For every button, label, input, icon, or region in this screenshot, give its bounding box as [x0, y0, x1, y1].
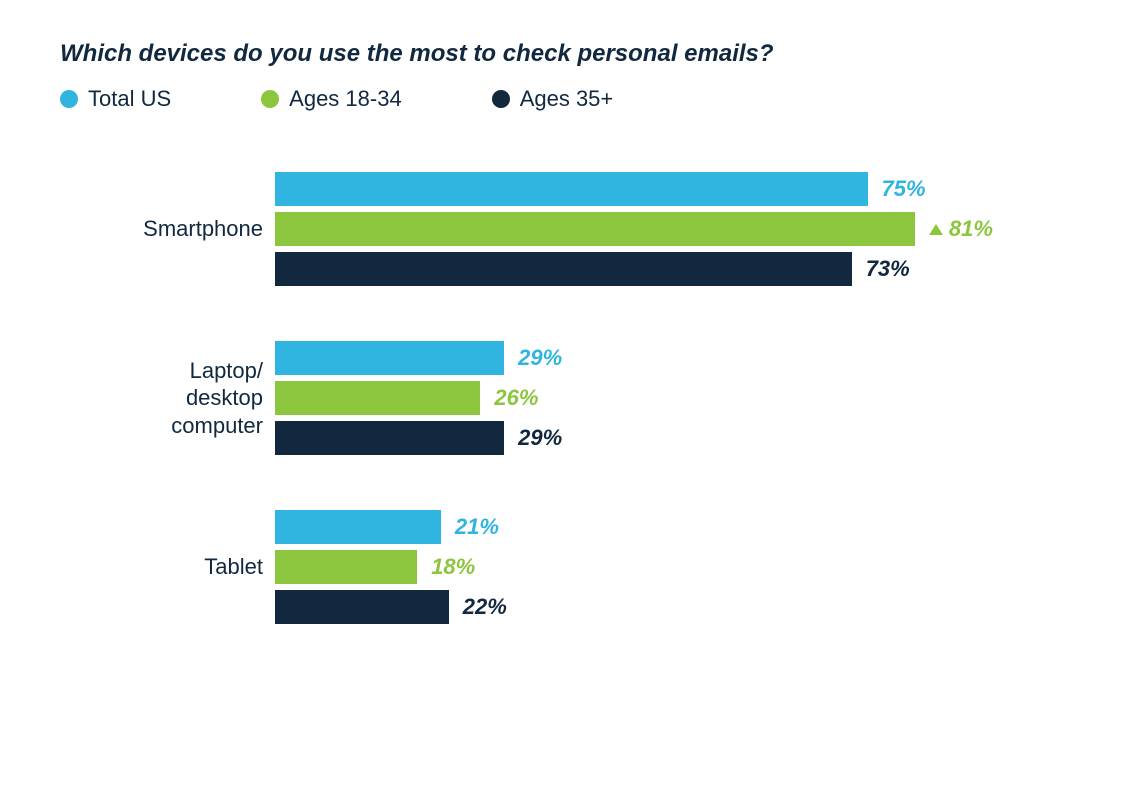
bar-value-text: 75% — [882, 176, 926, 202]
bar-value-text: 22% — [463, 594, 507, 620]
bar-value-label: 29% — [518, 425, 562, 451]
bar-ages-18-34 — [275, 381, 480, 415]
bar-group: Tablet 21% 18% 22% — [60, 510, 1067, 624]
bar-value-text: 26% — [494, 385, 538, 411]
bar-ages-35-plus — [275, 590, 449, 624]
legend-label: Total US — [88, 86, 171, 112]
chart-title: Which devices do you use the most to che… — [60, 40, 1067, 68]
bar-value-text: 81% — [949, 216, 993, 242]
bar-value-label: 81% — [929, 216, 993, 242]
bar-row: 73% — [275, 252, 1067, 286]
category-label: Smartphone — [60, 215, 275, 243]
bar-value-text: 29% — [518, 345, 562, 371]
bar-value-text: 21% — [455, 514, 499, 540]
bar-value-label: 22% — [463, 594, 507, 620]
bar-row: 75% — [275, 172, 1067, 206]
bar-value-label: 18% — [431, 554, 475, 580]
bar-row: 21% — [275, 510, 1067, 544]
bar-row: 26% — [275, 381, 1067, 415]
legend-item-ages-18-34: Ages 18-34 — [261, 86, 402, 112]
bars-column: 75% 81% 73% — [275, 172, 1067, 286]
bar-group: Smartphone 75% 81% 73% — [60, 172, 1067, 286]
chart-container: Which devices do you use the most to che… — [0, 0, 1127, 809]
bar-value-label: 21% — [455, 514, 499, 540]
bar-value-label: 26% — [494, 385, 538, 411]
bar-value-text: 73% — [866, 256, 910, 282]
bar-ages-18-34 — [275, 550, 417, 584]
category-label: Laptop/desktopcomputer — [60, 357, 275, 440]
bar-total-us — [275, 172, 868, 206]
legend-dot-icon — [60, 90, 78, 108]
bar-value-label: 29% — [518, 345, 562, 371]
legend-item-ages-35-plus: Ages 35+ — [492, 86, 614, 112]
bar-value-text: 18% — [431, 554, 475, 580]
triangle-up-icon — [929, 224, 943, 235]
legend-item-total-us: Total US — [60, 86, 171, 112]
bar-total-us — [275, 510, 441, 544]
legend-dot-icon — [261, 90, 279, 108]
chart-groups: Smartphone 75% 81% 73% Laptop/desktopcompute… — [60, 172, 1067, 624]
bars-column: 29% 26% 29% — [275, 341, 1067, 455]
legend-label: Ages 18-34 — [289, 86, 402, 112]
bar-group: Laptop/desktopcomputer 29% 26% 29% — [60, 341, 1067, 455]
bar-total-us — [275, 341, 504, 375]
bar-row: 29% — [275, 421, 1067, 455]
bar-row: 81% — [275, 212, 1067, 246]
bar-ages-18-34 — [275, 212, 915, 246]
legend-dot-icon — [492, 90, 510, 108]
chart-legend: Total US Ages 18-34 Ages 35+ — [60, 86, 1067, 112]
bar-value-text: 29% — [518, 425, 562, 451]
bar-row: 18% — [275, 550, 1067, 584]
bar-value-label: 75% — [882, 176, 926, 202]
bar-ages-35-plus — [275, 421, 504, 455]
bar-value-label: 73% — [866, 256, 910, 282]
bar-ages-35-plus — [275, 252, 852, 286]
category-label: Tablet — [60, 553, 275, 581]
bars-column: 21% 18% 22% — [275, 510, 1067, 624]
bar-row: 29% — [275, 341, 1067, 375]
bar-row: 22% — [275, 590, 1067, 624]
legend-label: Ages 35+ — [520, 86, 614, 112]
